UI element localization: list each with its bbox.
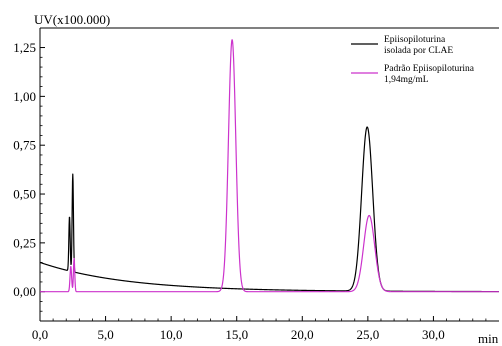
x-tick-label: 15,0 <box>225 327 248 342</box>
y-tick-label: 0,75 <box>13 138 36 153</box>
x-tick-label: 0,0 <box>32 327 48 342</box>
tick-labels: 0,0 5,0 10,0 15,0 20,0 25,0 30,0 0,00 0,25 0,50 0,… <box>13 40 445 342</box>
legend-label-standard-line2: 1,94mg/mL <box>384 75 429 85</box>
legend-label-standard: Padrão Epiisopiloturina 1,94mg/mL <box>384 64 476 85</box>
legend: Epiisopiloturina isolada por CLAE Padrão… <box>351 35 476 85</box>
y-tick-label: 0,50 <box>13 187 36 202</box>
x-axis-label: min <box>478 331 499 346</box>
x-tick-label: 20,0 <box>291 327 314 342</box>
y-tick-label: 1,25 <box>13 40 36 55</box>
x-tick-label: 5,0 <box>97 327 113 342</box>
series-standard-line <box>39 39 500 293</box>
y-tick-label: 0,25 <box>13 235 36 250</box>
x-tick-label: 10,0 <box>160 327 183 342</box>
y-tick-label: 0,00 <box>13 284 36 299</box>
y-axis-label: UV(x100.000) <box>34 12 110 27</box>
x-tick-label: 25,0 <box>356 327 379 342</box>
tick-marks <box>39 47 487 321</box>
y-tick-label: 1,00 <box>13 89 36 104</box>
series-sample-line <box>39 126 500 293</box>
legend-label-sample: Epiisopiloturina isolada por CLAE <box>384 35 453 56</box>
legend-label-standard-line1: Padrão Epiisopiloturina <box>384 64 475 74</box>
x-tick-label: 30,0 <box>422 327 445 342</box>
series-layer <box>39 39 500 293</box>
legend-label-sample-line1: Epiisopiloturina <box>384 35 446 45</box>
legend-label-sample-line2: isolada por CLAE <box>384 46 453 56</box>
